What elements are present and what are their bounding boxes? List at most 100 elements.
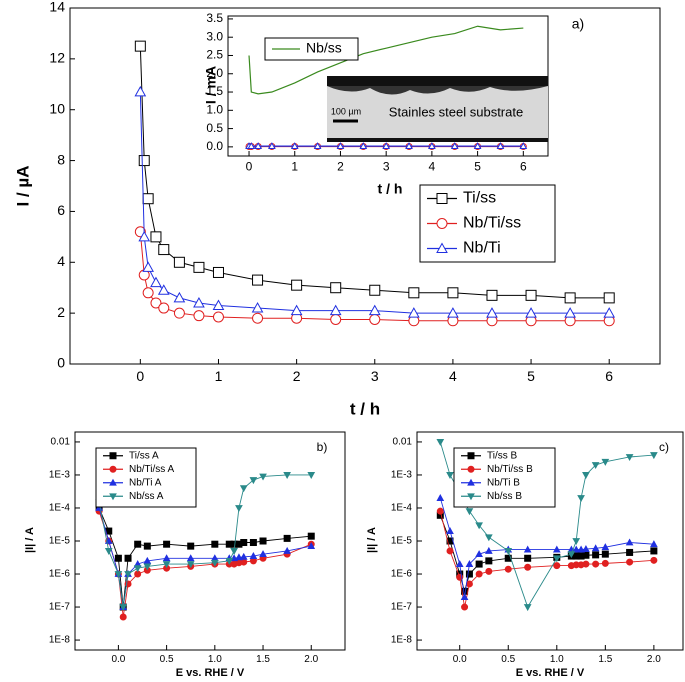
legend-label: Nb/ss: [306, 40, 342, 56]
y-tick-label: 10: [49, 100, 65, 116]
marker: [582, 472, 590, 479]
marker: [625, 538, 634, 546]
marker: [450, 142, 459, 150]
marker: [369, 314, 381, 325]
marker: [249, 552, 258, 559]
marker: [186, 554, 195, 562]
marker: [212, 299, 225, 311]
marker: [291, 279, 303, 291]
y-tick-label: 1E-6: [391, 569, 413, 580]
marker: [119, 604, 128, 612]
y-tick-label: 3.5: [206, 11, 223, 25]
marker: [143, 563, 152, 571]
marker: [268, 142, 276, 150]
plot-frame: [74, 431, 346, 651]
marker: [465, 560, 474, 567]
y-tick-label: 1.0: [206, 102, 223, 116]
x-tick-label: 1.0: [208, 654, 222, 665]
marker: [162, 554, 171, 562]
marker: [134, 540, 142, 548]
y-tick-label: 6: [57, 202, 65, 218]
y-tick-label: 2: [57, 304, 65, 320]
marker: [552, 545, 561, 553]
x-tick-label: 2: [293, 368, 301, 384]
marker: [240, 539, 248, 547]
marker: [650, 547, 658, 555]
x-tick-label: 3: [383, 160, 390, 174]
coating-layer: [327, 76, 548, 86]
y-tick-label: 0.01: [393, 437, 413, 448]
marker: [564, 292, 576, 304]
marker: [313, 142, 322, 150]
marker: [124, 571, 132, 579]
marker: [446, 547, 454, 555]
marker: [251, 302, 264, 313]
marker: [572, 538, 581, 546]
y-tick-label: 1E-4: [49, 503, 71, 514]
x-axis-label: E vs. RHE / V: [516, 667, 585, 679]
x-tick-label: 5: [474, 160, 481, 174]
marker: [467, 465, 475, 473]
marker: [336, 142, 345, 150]
marker: [523, 604, 532, 612]
marker: [104, 548, 113, 555]
marker: [626, 558, 634, 566]
legend-label: Ti/ss: [463, 190, 496, 207]
series-line: [139, 46, 610, 299]
interface: [327, 86, 548, 95]
marker: [212, 266, 224, 278]
marker: [519, 142, 528, 150]
y-tick-label: 2.5: [206, 48, 223, 62]
marker: [436, 439, 445, 446]
x-tick-label: 0.5: [160, 654, 174, 665]
panel-label: c): [659, 440, 669, 454]
marker: [601, 458, 610, 466]
marker: [157, 284, 170, 295]
marker: [249, 539, 257, 547]
marker: [239, 552, 248, 560]
x-tick-label: 3: [371, 368, 379, 384]
legend-label: Nb/ss B: [487, 491, 522, 502]
legend-label: Nb/Ti B: [487, 477, 520, 488]
x-tick-label: 4: [429, 160, 436, 174]
marker: [485, 557, 493, 565]
legend-label: Nb/Ti/ss A: [129, 464, 175, 475]
marker: [553, 562, 561, 570]
marker: [173, 291, 186, 303]
marker: [142, 287, 154, 299]
marker: [455, 560, 464, 567]
substrate: [327, 86, 548, 138]
marker: [330, 282, 342, 294]
marker: [484, 546, 493, 554]
marker: [467, 478, 475, 486]
panel-label: a): [572, 16, 584, 32]
marker: [158, 302, 170, 314]
marker: [193, 310, 205, 322]
marker: [447, 307, 459, 318]
series-line: [248, 25, 524, 95]
bottom-layer: [327, 138, 548, 142]
marker: [603, 307, 616, 318]
legend-label: Ti/ss A: [129, 450, 159, 461]
marker: [461, 603, 469, 611]
marker: [601, 543, 610, 551]
marker: [382, 142, 391, 150]
marker: [625, 454, 634, 462]
marker: [564, 307, 576, 318]
y-tick-label: 0.01: [51, 437, 71, 448]
x-tick-label: 4: [449, 368, 457, 384]
marker: [591, 544, 600, 552]
marker: [359, 142, 368, 150]
marker: [211, 540, 219, 548]
marker: [446, 472, 454, 479]
marker: [552, 555, 561, 563]
marker: [163, 540, 171, 548]
y-tick-label: 1E-3: [391, 470, 413, 481]
legend-label: Nb/ss A: [129, 491, 164, 502]
marker: [465, 570, 473, 578]
marker: [577, 545, 585, 553]
y-tick-label: 1E-5: [391, 536, 413, 547]
marker: [496, 142, 505, 150]
marker: [193, 296, 205, 308]
